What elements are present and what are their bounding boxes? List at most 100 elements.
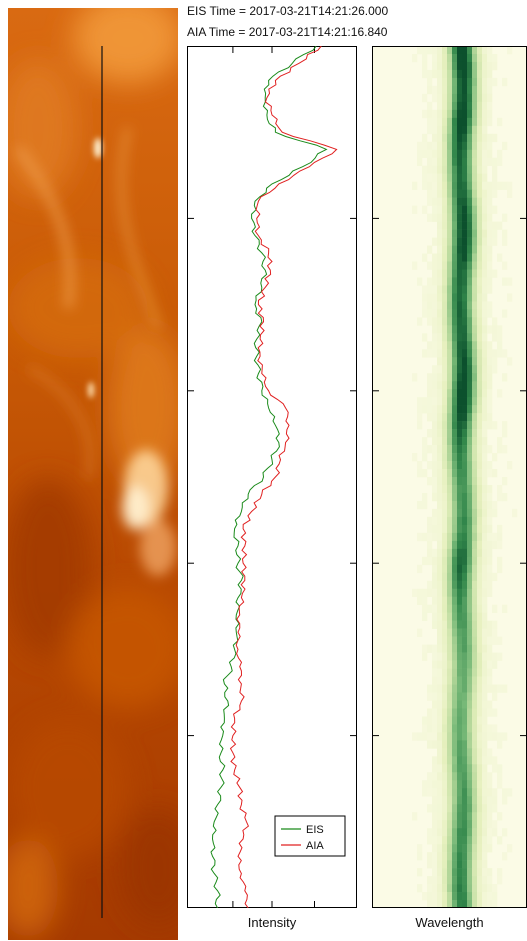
spectrum-cell (437, 405, 443, 414)
spectrum-cell (452, 46, 458, 55)
spectrum-cell (452, 373, 458, 382)
spectrum-cell (467, 53, 473, 63)
spectrum-cell (447, 756, 453, 765)
spectrum-cell (447, 165, 453, 174)
spectrum-cell (432, 492, 438, 502)
spectrum-cell (422, 285, 428, 294)
spectrum-cell (472, 413, 478, 422)
spectrum-cell (432, 764, 438, 773)
spectrum-cell (452, 484, 458, 494)
spectrum-cell (437, 269, 443, 278)
spectrum-cell (497, 764, 503, 773)
spectrum-cell (447, 469, 453, 478)
spectrum-cell (452, 261, 458, 270)
spectrum-cell (437, 397, 443, 406)
spectrum-cell (442, 261, 448, 270)
spectrum-cell (472, 508, 478, 518)
spectrum-cell (477, 181, 483, 190)
spectrum-cell (422, 437, 428, 446)
spectrum-cell (477, 53, 483, 63)
eis-time-label: EIS Time = 2017-03-21T14:21:26.000 (187, 4, 389, 18)
spectrum-cell (462, 173, 468, 182)
spectrum-cell (457, 181, 463, 190)
spectrum-cell (487, 381, 493, 390)
spectrum-cell (442, 453, 448, 462)
spectrum-cell (477, 437, 483, 446)
spectrum-cell (442, 804, 448, 813)
spectrum-cell (467, 676, 473, 685)
spectrum-cell (422, 293, 428, 302)
spectrum-cell (472, 540, 478, 550)
spectrum-cell (492, 181, 498, 190)
spectrum-cell (452, 109, 458, 119)
spectrum-cell (457, 365, 463, 374)
wavelength-axis-label: Wavelength (415, 915, 484, 930)
spectrum-cell (452, 349, 458, 358)
spectrum-cell (412, 181, 418, 190)
spectrum-cell (457, 596, 463, 605)
spectrum-cell (422, 93, 428, 103)
spectrum-cell (462, 788, 468, 797)
spectrum-cell (452, 253, 458, 262)
spectrum-cell (472, 453, 478, 462)
spectrum-cell (467, 333, 473, 342)
spectrum-cell (477, 109, 483, 119)
spectrum-cell (452, 588, 458, 598)
spectrum-cell (477, 229, 483, 238)
spectrum-cell (467, 884, 473, 893)
spectrum-cell (457, 421, 463, 430)
spectrum-cell (442, 604, 448, 613)
spectrum-cell (487, 245, 493, 254)
spectrum-cell (427, 724, 433, 733)
spectrum-cell (462, 684, 468, 693)
spectrum-cell (457, 197, 463, 206)
spectrum-cell (477, 700, 483, 709)
spectrum-cell (462, 453, 468, 462)
spectrum-cell (457, 61, 463, 71)
spectrum-cell (437, 780, 443, 789)
spectrum-cell (452, 804, 458, 813)
spectrum-cell (477, 445, 483, 454)
spectrum-cell (447, 133, 453, 143)
spectrum-cell (462, 500, 468, 510)
spectrum-cell (452, 461, 458, 470)
spectrum-cell (452, 756, 458, 765)
spectrum-cell (467, 341, 473, 350)
spectrum-cell (482, 604, 488, 613)
spectrum-cell (482, 516, 488, 526)
spectrum-cell (432, 644, 438, 653)
spectrum-cell (412, 205, 418, 214)
spectrum-cell (502, 429, 508, 438)
spectrum-cell (467, 740, 473, 749)
spectrum-cell (457, 900, 463, 908)
spectrum-cell (447, 157, 453, 167)
spectrum-cell (452, 636, 458, 645)
spectrum-cell (427, 101, 433, 111)
spectrum-cell (442, 652, 448, 661)
spectrum-cell (462, 101, 468, 111)
spectrum-cell (462, 780, 468, 789)
spectrum-cell (432, 772, 438, 781)
spectrum-cell (452, 381, 458, 390)
spectrum-cell (482, 381, 488, 390)
spectrum-cell (482, 61, 488, 71)
spectrum-cell (432, 868, 438, 877)
spectrum-cell (487, 636, 493, 645)
spectrum-cell (472, 349, 478, 358)
spectrum-cell (452, 141, 458, 151)
spectrum-cell (442, 173, 448, 182)
spectrum-cell (477, 500, 483, 510)
spectrum-cell (477, 405, 483, 414)
spectrum-cell (492, 221, 498, 230)
spectrum-cell (467, 69, 473, 79)
spectrum-cell (477, 349, 483, 358)
spectrum-cell (437, 652, 443, 661)
spectrum-cell (422, 309, 428, 318)
spectrum-cell (472, 660, 478, 669)
spectrum-cell (492, 604, 498, 613)
spectrum-cell (507, 189, 513, 198)
spectrum-cell (477, 429, 483, 438)
spectrum-cell (487, 117, 493, 127)
spectrum-cell (467, 868, 473, 877)
spectrum-cell (467, 668, 473, 677)
